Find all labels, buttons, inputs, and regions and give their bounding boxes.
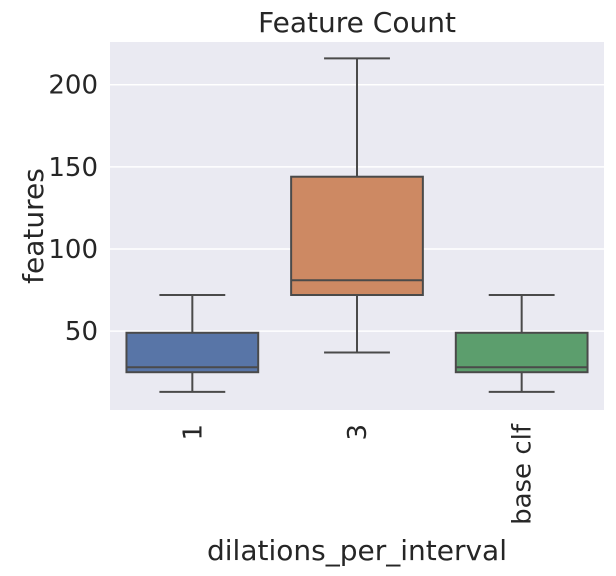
y-tick-label: 100 bbox=[48, 235, 98, 265]
y-tick-labels: 50 100 150 200 bbox=[48, 71, 98, 347]
y-tick-label: 200 bbox=[48, 71, 98, 101]
box-plot-1 bbox=[125, 294, 260, 393]
box-iqr bbox=[125, 331, 260, 374]
x-tick-labels: 1 3 base clf bbox=[178, 423, 537, 525]
x-tick-label: 1 bbox=[178, 424, 208, 441]
x-axis-label: dilations_per_interval bbox=[207, 534, 507, 567]
chart-title: Feature Count bbox=[258, 6, 456, 39]
x-tick-label: 3 bbox=[343, 424, 373, 441]
box-iqr bbox=[454, 331, 589, 374]
box-series bbox=[125, 57, 589, 393]
y-tick-label: 50 bbox=[65, 317, 98, 347]
y-axis-label: features bbox=[17, 168, 50, 284]
box-plot-3 bbox=[454, 294, 589, 393]
x-tick-label: base clf bbox=[508, 423, 538, 525]
y-tick-label: 150 bbox=[48, 153, 98, 183]
box-iqr bbox=[290, 175, 424, 296]
box-plot-2 bbox=[290, 57, 424, 354]
